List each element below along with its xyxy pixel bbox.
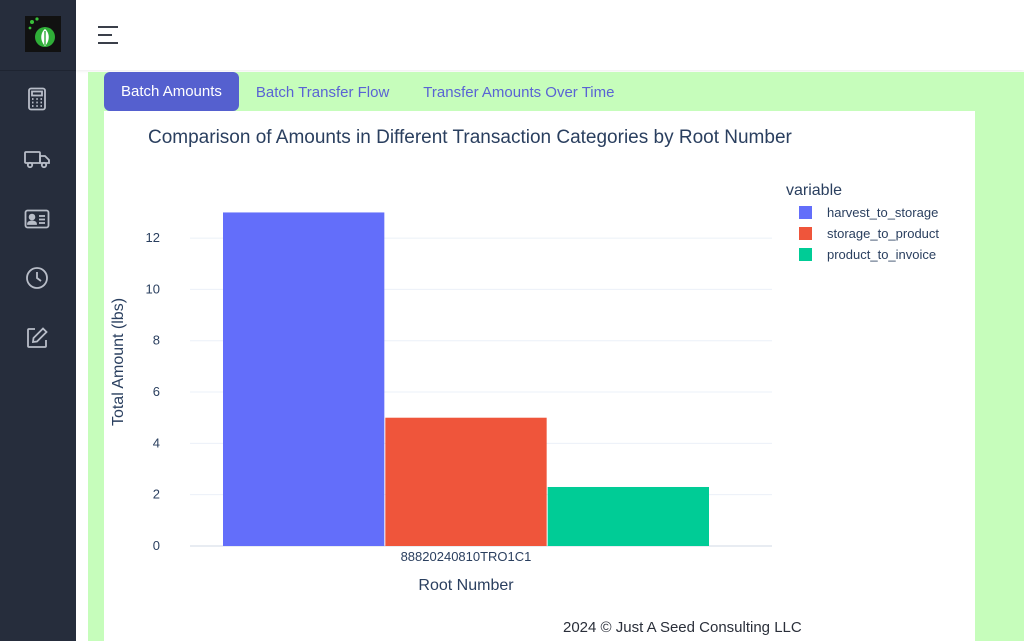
legend-label[interactable]: product_to_invoice xyxy=(827,247,936,262)
y-tick-label: 4 xyxy=(153,435,160,450)
y-tick-label: 2 xyxy=(153,487,160,502)
id-card-icon[interactable] xyxy=(22,204,52,234)
bar-product-to-invoice[interactable] xyxy=(547,486,709,546)
legend-title: variable xyxy=(786,182,842,199)
chart-title: Comparison of Amounts in Different Trans… xyxy=(148,127,793,148)
truck-icon[interactable] xyxy=(22,144,52,174)
footer-text: 2024 © Just A Seed Consulting LLC xyxy=(563,619,802,636)
hamburger-icon[interactable] xyxy=(96,23,120,47)
x-tick-label: 88820240810TRO1C1 xyxy=(401,549,532,564)
y-tick-label: 12 xyxy=(146,230,160,245)
y-tick-label: 10 xyxy=(146,281,160,296)
y-axis-label: Total Amount (lbs) xyxy=(110,298,127,426)
calculator-icon[interactable] xyxy=(22,84,52,114)
y-tick-label: 6 xyxy=(153,384,160,399)
bars xyxy=(223,212,709,546)
legend: harvest_to_storage storage_to_productprod… xyxy=(799,205,939,262)
bar-chart[interactable]: Comparison of Amounts in Different Trans… xyxy=(104,111,975,631)
legend-label[interactable]: storage_to_product xyxy=(827,226,939,241)
legend-swatch[interactable] xyxy=(799,227,812,240)
clock-icon[interactable] xyxy=(22,263,52,293)
leaf-logo[interactable] xyxy=(25,16,61,52)
sidebar xyxy=(0,0,76,641)
top-header xyxy=(76,0,1024,70)
tab-transfer-amounts-over-time[interactable]: Transfer Amounts Over Time xyxy=(423,83,615,101)
edit-icon[interactable] xyxy=(22,323,52,353)
sidebar-divider xyxy=(0,70,76,71)
chart-panel: Comparison of Amounts in Different Trans… xyxy=(104,111,975,641)
bar-harvest-to-storage[interactable] xyxy=(223,212,385,546)
y-tick-label: 8 xyxy=(153,333,160,348)
tab-batch-transfer-flow[interactable]: Batch Transfer Flow xyxy=(255,83,390,101)
bar-storage-to-product[interactable] xyxy=(385,417,547,546)
legend-swatch[interactable] xyxy=(799,248,812,261)
legend-swatch[interactable] xyxy=(799,206,812,219)
x-axis-label: Root Number xyxy=(418,577,514,594)
tab-batch-amounts[interactable]: Batch Amounts xyxy=(104,72,239,111)
legend-label[interactable]: harvest_to_storage xyxy=(827,205,938,220)
y-tick-label: 0 xyxy=(153,538,160,553)
tab-bar: Batch Amounts Batch Transfer Flow Transf… xyxy=(104,72,631,112)
y-axis-ticks: 0 2 4 6 8 10 12 xyxy=(146,230,160,553)
